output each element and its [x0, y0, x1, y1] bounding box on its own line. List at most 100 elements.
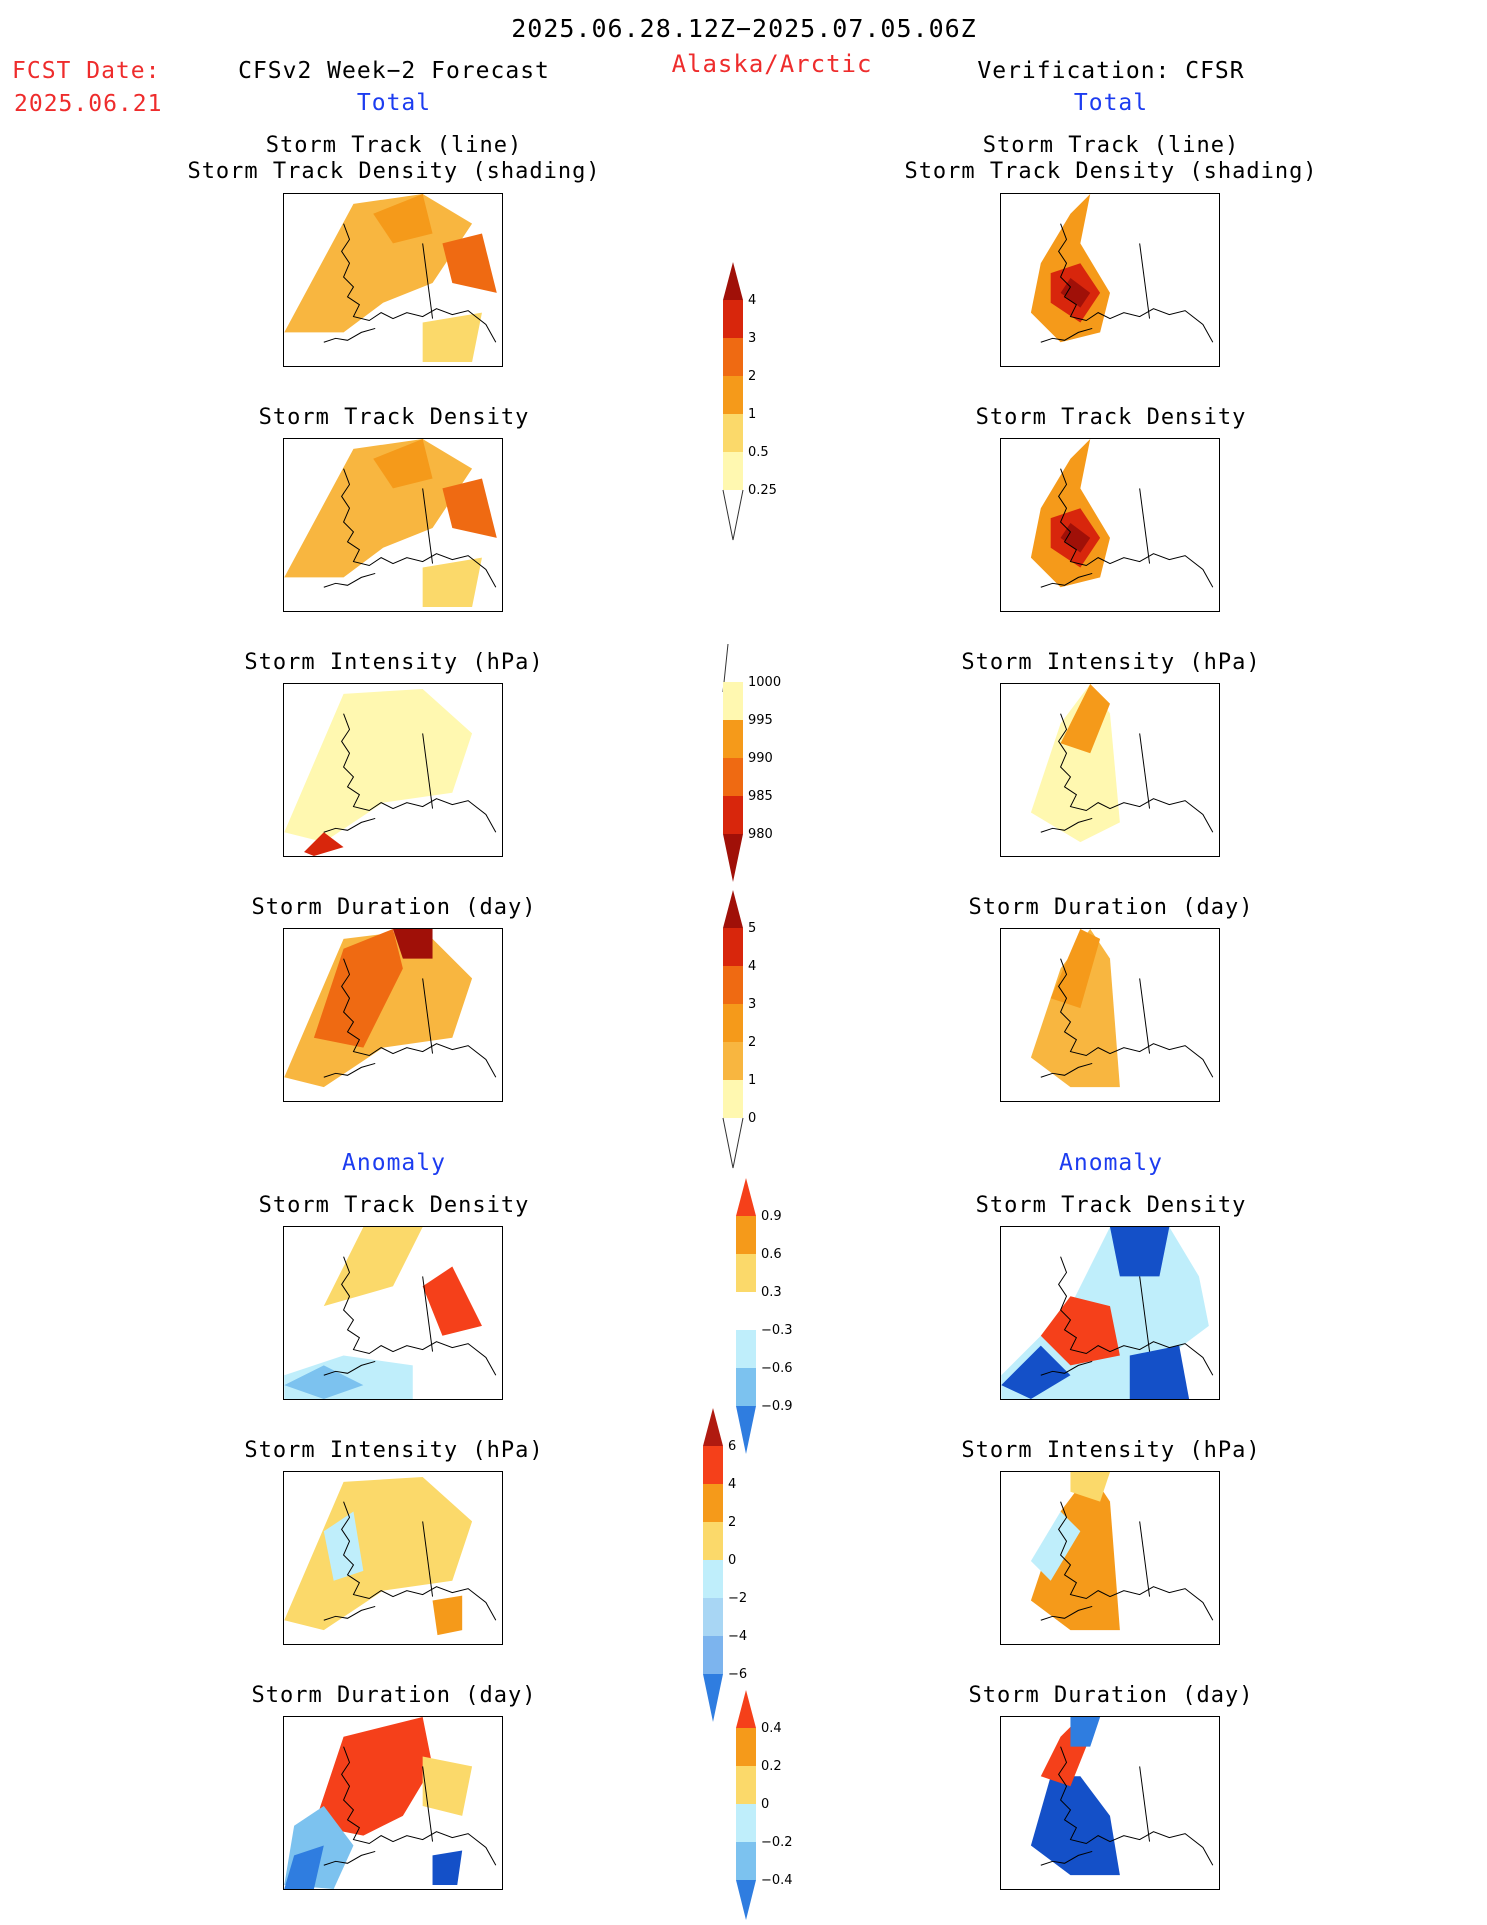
shaded-region — [1030, 1511, 1081, 1581]
coastline — [1058, 1501, 1214, 1621]
coastline — [341, 223, 497, 343]
aleutian-coastline — [1040, 1605, 1093, 1621]
shaded-region — [1030, 1776, 1120, 1876]
border-line — [422, 978, 434, 1054]
shaded-region — [1070, 1472, 1110, 1502]
tick-intensity-total-3: 990 — [748, 751, 773, 766]
map-forecast-duration-total — [283, 928, 503, 1102]
shaded-region — [313, 1717, 433, 1836]
shaded-region — [323, 1227, 423, 1307]
map-verif-duration-anomaly — [1000, 1716, 1220, 1890]
left-panel1-title-line1: Storm Track (line) — [265, 133, 523, 158]
left-panel6-title: Storm Intensity (hPa) — [244, 1438, 544, 1463]
right-panel4-title: Storm Duration (day) — [968, 895, 1254, 920]
right-panel5-title: Storm Track Density — [975, 1193, 1247, 1218]
right-panel2-title: Storm Track Density — [975, 405, 1247, 430]
right-panel6-title: Storm Intensity (hPa) — [961, 1438, 1261, 1463]
tick-density-anom-1: 0.9 — [761, 1209, 782, 1224]
right-panel3-title: Storm Intensity (hPa) — [961, 650, 1261, 675]
coastline — [341, 958, 497, 1078]
coastline — [341, 468, 497, 588]
shaded-region — [323, 1511, 364, 1581]
map-verif-intensity-anomaly — [1000, 1471, 1220, 1645]
shaded-region — [432, 1850, 463, 1886]
tick-intensity-anom-3: 2 — [728, 1515, 736, 1530]
left-panel7-title: Storm Duration (day) — [251, 1683, 537, 1708]
tick-intensity-anom-1: 6 — [728, 1439, 736, 1454]
aleutian-coastline — [323, 1605, 376, 1621]
tick-intensity-anom-5: −2 — [728, 1591, 747, 1606]
map-forecast-duration-anomaly — [283, 1716, 503, 1890]
tick-duration-total-5: 1 — [748, 1073, 756, 1088]
map-forecast-density-total — [283, 438, 503, 612]
shaded-region — [1040, 1296, 1120, 1366]
border-line — [422, 733, 434, 809]
shaded-region — [422, 557, 482, 608]
right-panel1-title-line2: Storm Track Density (shading) — [904, 159, 1318, 184]
right-column-title: Verification: CFSR — [977, 58, 1245, 84]
border-line — [1139, 1276, 1151, 1352]
coastline — [341, 1746, 497, 1866]
map-verif-track-total — [1000, 193, 1220, 367]
coastline — [1058, 958, 1214, 1078]
right-panel1-title-line1: Storm Track (line) — [982, 133, 1240, 158]
aleutian-coastline — [323, 327, 376, 343]
coastline — [1058, 713, 1214, 833]
tick-duration-anom-5: −0.4 — [761, 1873, 793, 1888]
shaded-region — [422, 1266, 482, 1336]
aleutian-coastline — [1040, 1850, 1093, 1866]
right-panel7-title: Storm Duration (day) — [968, 1683, 1254, 1708]
shaded-region — [1060, 684, 1110, 754]
shaded-region — [304, 832, 344, 856]
shaded-region — [1070, 1717, 1101, 1747]
region-title: Alaska/Arctic — [671, 50, 873, 78]
shaded-region — [1001, 1345, 1071, 1399]
left-panel4-title: Storm Duration (day) — [251, 895, 537, 920]
colorbar-intensity-total: 1000 995 990 985 980 — [720, 643, 795, 884]
shaded-region — [373, 439, 433, 489]
tick-duration-anom-4: −0.2 — [761, 1835, 793, 1850]
shaded-region — [284, 1365, 364, 1399]
tick-duration-anom-3: 0 — [761, 1797, 769, 1812]
map-verif-density-anomaly — [1000, 1226, 1220, 1400]
tick-duration-anom-2: 0.2 — [761, 1759, 782, 1774]
left-panel1-title-line2: Storm Track Density (shading) — [187, 159, 601, 184]
aleutian-coastline — [1040, 327, 1093, 343]
shaded-region — [1050, 929, 1101, 1009]
tick-intensity-anom-6: −4 — [728, 1629, 747, 1644]
coastline — [341, 1501, 497, 1621]
coastline — [1058, 1746, 1214, 1866]
left-anomaly-label: Anomaly — [342, 1150, 446, 1176]
aleutian-coastline — [1040, 817, 1093, 833]
tick-density-total-2: 3 — [748, 331, 756, 346]
tick-duration-total-1: 5 — [748, 921, 756, 936]
shaded-region — [284, 1476, 473, 1631]
aleutian-coastline — [323, 1360, 376, 1376]
map-forecast-density-anomaly — [283, 1226, 503, 1400]
shaded-region — [284, 688, 473, 843]
aleutian-coastline — [1040, 572, 1093, 588]
fcst-date-value: 2025.06.21 — [14, 91, 163, 117]
shaded-region — [284, 1845, 324, 1889]
tick-intensity-anom-2: 4 — [728, 1477, 736, 1492]
border-line — [1139, 1766, 1151, 1842]
date-range-title: 2025.06.28.12Z−2025.07.05.06Z — [511, 14, 977, 43]
coastline — [1058, 223, 1214, 343]
border-line — [1139, 1521, 1151, 1597]
left-panel3-title: Storm Intensity (hPa) — [244, 650, 544, 675]
coastline — [1058, 468, 1214, 588]
colorbar-density-anomaly: 0.9 0.6 0.3 −0.3 −0.6 −0.9 — [733, 1178, 808, 1458]
border-line — [422, 488, 434, 564]
colorbar-duration-total: 5 4 3 2 1 0 — [720, 890, 790, 1170]
shaded-region — [422, 1756, 473, 1816]
tick-duration-total-6: 0 — [748, 1111, 756, 1126]
colorbar-duration-anomaly: 0.4 0.2 0 −0.2 −0.4 — [733, 1690, 808, 1922]
tick-density-anom-5: −0.6 — [761, 1361, 793, 1376]
aleutian-coastline — [1040, 1062, 1093, 1078]
left-total-label: Total — [356, 90, 432, 116]
aleutian-coastline — [323, 1062, 376, 1078]
map-forecast-intensity-total — [283, 683, 503, 857]
shaded-region — [1060, 523, 1091, 553]
right-total-label: Total — [1073, 90, 1149, 116]
border-line — [422, 243, 434, 319]
